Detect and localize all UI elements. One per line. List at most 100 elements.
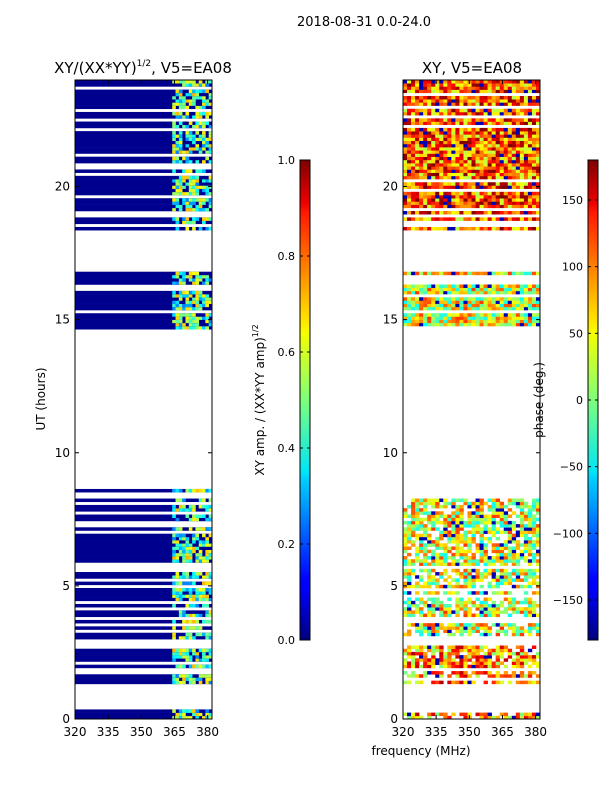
heatmap-cell [507,108,513,113]
heatmap-cell [527,658,533,662]
heatmap-cell [519,195,525,199]
heatmap-cell [423,185,428,189]
heatmap-cell [198,274,203,279]
heatmap-cell [415,111,420,116]
heatmap-cell [467,102,472,106]
heatmap-cell [411,226,416,231]
heatmap-cell [463,99,468,103]
heatmap-cell [499,600,505,605]
heatmap-cell [182,80,186,84]
heatmap-cell [503,322,509,327]
heatmap-cell [198,588,203,592]
heatmap-cell [415,204,420,209]
heatmap-cell [531,131,537,135]
heatmap-cell [439,153,444,157]
heatmap-cell [523,556,529,560]
heatmap-cell [463,313,468,317]
heatmap-row [75,488,212,493]
heatmap-cell [447,166,452,170]
heatmap-cell [523,201,529,205]
heatmap-cell [403,600,408,605]
heatmap-cell [411,533,416,538]
heatmap-cell [403,322,408,327]
heatmap-cell [511,556,517,560]
heatmap-cell [531,108,537,113]
heatmap-cell [431,140,436,145]
heatmap-cell [172,533,176,538]
heatmap-cell [535,217,541,221]
heatmap-cell [503,572,509,576]
heatmap-cell [403,520,408,525]
heatmap-cell [491,520,496,525]
heatmap-cell [447,658,452,662]
heatmap-cell [423,153,428,157]
heatmap-cell [523,150,529,154]
heatmap-cell [202,603,206,608]
heatmap-cell [419,511,424,515]
heatmap-cell [427,540,432,544]
heatmap-cell [535,303,541,308]
heatmap-cell [202,303,206,308]
heatmap-cell [467,572,472,576]
heatmap-cell [519,527,525,531]
heatmap-cell [479,102,484,106]
heatmap-cell [192,217,196,221]
heatmap-cell [467,520,472,525]
heatmap-cell [195,552,200,557]
heatmap-cell [205,655,209,659]
heatmap-cell [202,300,206,304]
heatmap-cell [407,648,412,653]
heatmap-cell [467,316,472,320]
heatmap-cell [451,520,456,525]
heatmap-cell [535,153,541,157]
heatmap-cell [447,562,452,566]
heatmap-cell [459,514,464,519]
heatmap-cell [205,619,209,624]
heatmap-cell [427,118,432,122]
heatmap-cell [491,584,496,589]
heatmap-cell [447,159,452,164]
heatmap-cell [455,600,460,605]
heatmap-cell [459,287,464,292]
heatmap-cell [188,134,193,138]
heatmap-cell [491,131,496,135]
heatmap-cell [451,313,456,317]
heatmap-cell [467,147,472,151]
heatmap-cell [447,201,452,205]
heatmap-cell [487,131,492,135]
heatmap-cell [463,680,468,685]
heatmap-cell [455,603,460,608]
heatmap-cell [495,108,501,113]
heatmap-cell [471,306,476,311]
heatmap-cell [515,195,521,199]
heatmap-cell [431,549,436,554]
heatmap-cell [531,319,537,324]
heatmap-cell [475,671,480,675]
heatmap-cell [178,179,183,183]
heatmap-cell [507,290,513,295]
heatmap-cell [471,562,476,566]
heatmap-cell [403,140,408,145]
heatmap-cell [527,626,533,630]
heatmap-cell [427,543,432,547]
heatmap-cell [527,201,533,205]
heatmap-cell [195,169,200,173]
heatmap-cell [479,313,484,317]
heatmap-cell [523,651,529,656]
heatmap-cell [483,568,488,573]
heatmap-cell [439,127,444,132]
heatmap-cell [423,182,428,186]
y-tick-label: 0 [62,712,70,726]
heatmap-cell [451,511,456,515]
heatmap-row [75,303,212,308]
heatmap-cell [208,581,213,586]
heatmap-cell [202,326,206,330]
heatmap-cell [471,201,476,205]
heatmap-cell [427,671,432,675]
heatmap-cell [431,95,436,100]
heatmap-cell [455,150,460,154]
heatmap-cell [403,108,408,113]
heatmap-cell [483,150,488,154]
heatmap-cell [471,540,476,544]
heatmap-cell [443,290,448,295]
